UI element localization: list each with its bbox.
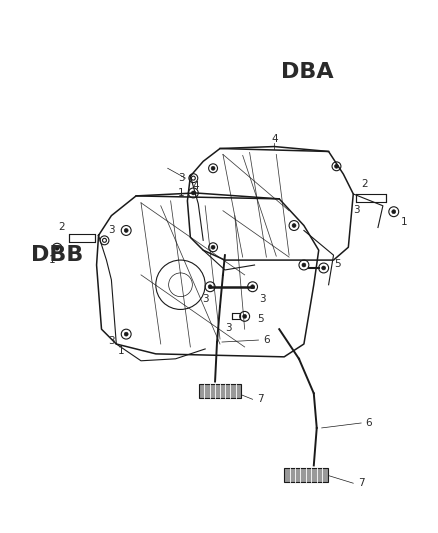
Circle shape bbox=[321, 266, 325, 270]
Text: 3: 3 bbox=[202, 294, 208, 304]
Circle shape bbox=[243, 314, 247, 318]
Circle shape bbox=[292, 223, 296, 228]
Circle shape bbox=[124, 229, 128, 232]
Text: 2: 2 bbox=[361, 179, 367, 189]
Circle shape bbox=[124, 332, 128, 336]
Text: 5: 5 bbox=[334, 259, 341, 269]
Text: 6: 6 bbox=[263, 335, 270, 345]
Circle shape bbox=[251, 285, 254, 289]
Text: DBB: DBB bbox=[31, 245, 83, 265]
Circle shape bbox=[302, 263, 306, 267]
Bar bbox=[284, 469, 328, 482]
Text: 7: 7 bbox=[358, 478, 364, 488]
Circle shape bbox=[55, 246, 59, 250]
Text: 7: 7 bbox=[257, 394, 264, 405]
Text: 1: 1 bbox=[400, 216, 407, 227]
Circle shape bbox=[335, 164, 339, 168]
Circle shape bbox=[392, 209, 396, 214]
Text: 3: 3 bbox=[353, 205, 360, 215]
Text: 2: 2 bbox=[59, 222, 65, 231]
Text: 6: 6 bbox=[365, 418, 371, 428]
Circle shape bbox=[211, 166, 215, 170]
Text: 3: 3 bbox=[108, 225, 115, 236]
Text: DBA: DBA bbox=[281, 62, 333, 83]
Text: 3: 3 bbox=[178, 173, 185, 183]
Text: 1: 1 bbox=[118, 346, 124, 356]
Text: 3: 3 bbox=[259, 294, 266, 304]
Text: 4: 4 bbox=[192, 181, 198, 191]
Text: 1: 1 bbox=[49, 255, 56, 265]
Circle shape bbox=[191, 191, 195, 195]
Circle shape bbox=[208, 285, 212, 289]
Text: 3: 3 bbox=[108, 336, 115, 346]
Text: 5: 5 bbox=[257, 314, 264, 324]
Circle shape bbox=[211, 245, 215, 249]
Text: 1: 1 bbox=[178, 188, 185, 198]
Bar bbox=[199, 384, 241, 398]
Text: 3: 3 bbox=[226, 323, 232, 333]
Text: 4: 4 bbox=[271, 134, 278, 143]
